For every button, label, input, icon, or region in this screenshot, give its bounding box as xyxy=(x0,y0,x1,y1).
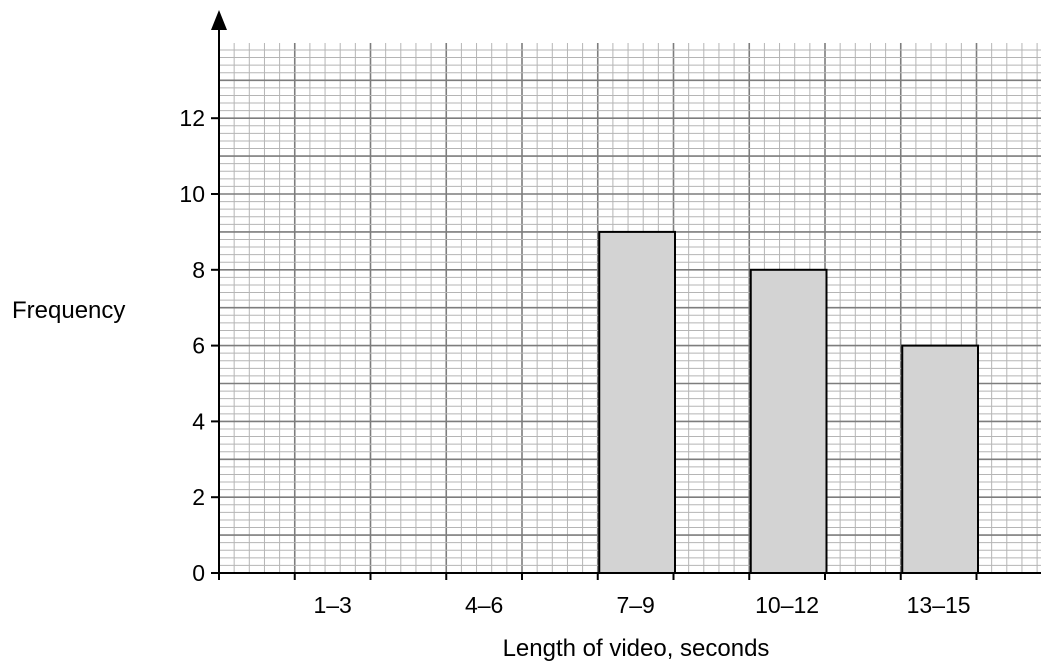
y-tick-label: 8 xyxy=(192,257,205,283)
x-tick-label: 13–15 xyxy=(907,592,971,618)
x-tick-label: 1–3 xyxy=(313,592,351,618)
bar-13–15 xyxy=(901,344,979,574)
x-tick-label: 10–12 xyxy=(755,592,819,618)
y-tick-label: 4 xyxy=(192,408,205,434)
axes xyxy=(211,10,1041,574)
y-tick-label: 0 xyxy=(192,560,205,586)
bar-10–12 xyxy=(749,268,828,574)
x-tick-label: 7–9 xyxy=(616,592,654,618)
bar-7–9 xyxy=(598,230,676,574)
ticks: 1–3 4–6 7–9 10–12 13–15 0 2 4 6 8 10 12 xyxy=(179,105,978,618)
y-axis-arrow-icon xyxy=(211,10,227,30)
y-tick-label: 10 xyxy=(179,181,205,207)
y-tick-label: 2 xyxy=(192,484,205,510)
x-tick-label: 4–6 xyxy=(465,592,503,618)
y-tick-label: 12 xyxy=(179,105,205,131)
x-axis-title: Length of video, seconds xyxy=(503,635,770,662)
bars xyxy=(598,230,979,574)
y-axis-title: Frequency xyxy=(12,297,125,324)
y-tick-label: 6 xyxy=(192,333,205,359)
